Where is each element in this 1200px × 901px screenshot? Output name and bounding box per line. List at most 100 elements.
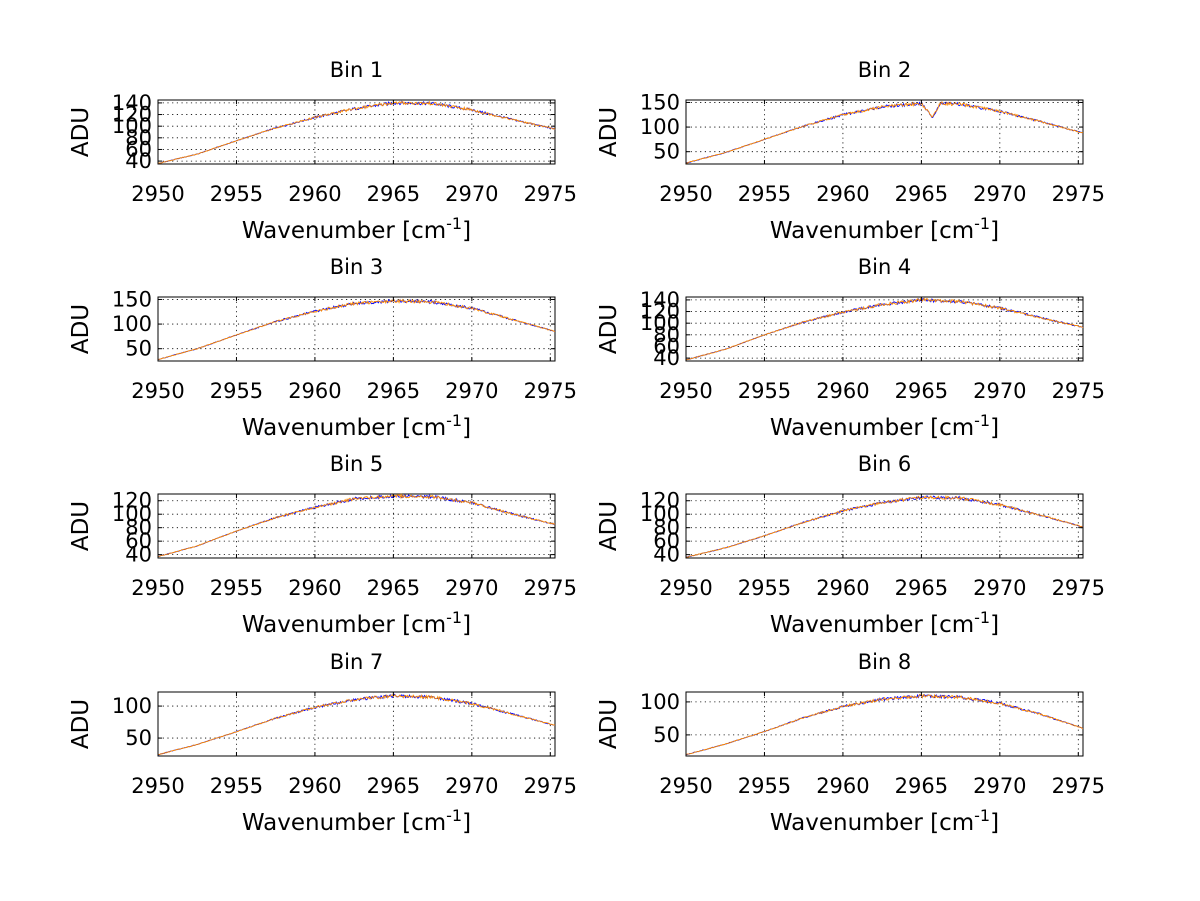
panel-7-xtick-label: 2955 (210, 774, 263, 798)
panel-3-xtick-label: 2955 (210, 379, 263, 403)
panel-3-xtick-label: 2965 (367, 379, 420, 403)
panel-2-xtick-label: 2955 (738, 182, 791, 206)
panel-6-ytick-label: 40 (653, 543, 680, 567)
panel-5-ytick-label: 40 (125, 543, 152, 567)
panel-7-xtick-label: 2975 (524, 774, 577, 798)
panel-5-xlabel-tail: ] (462, 612, 471, 638)
panel-7-xlabel-tail: ] (462, 810, 471, 836)
panel-6-xtick-label: 2975 (1052, 576, 1105, 600)
panel-8-xtick-label: 2950 (659, 774, 712, 798)
panel-8-xtick-label: 2970 (973, 774, 1026, 798)
panel-1-ytick-label: 40 (125, 149, 152, 173)
panel-2-xtick-label: 2950 (659, 182, 712, 206)
panel-6-xtick-label: 2970 (973, 576, 1026, 600)
panel-2-xtick-label: 2975 (1052, 182, 1105, 206)
panel-2-ytick-label: 150 (640, 90, 680, 114)
panel-1-title: Bin 1 (330, 58, 384, 82)
panel-4-ytick-label: 140 (640, 288, 680, 312)
panel-4-ylabel: ADU (596, 304, 622, 354)
panel-8-xtick-label: 2975 (1052, 774, 1105, 798)
panel-2-xtick-label: 2970 (973, 182, 1026, 206)
panel-7-xtick-label: 2950 (131, 774, 184, 798)
panel-6-title: Bin 6 (858, 452, 912, 476)
panel-3-xlabel-main: Wavenumber [cm (242, 415, 446, 441)
panel-1-xtick-label: 2965 (367, 182, 420, 206)
panel-4-xtick-label: 2950 (659, 379, 712, 403)
panel-1-xtick-label: 2970 (445, 182, 498, 206)
panel-3-ytick-label: 100 (112, 312, 152, 336)
panel-5-axes-box (157, 493, 556, 559)
panel-5-xtick-label: 2970 (445, 576, 498, 600)
panel-1-xlabel-main: Wavenumber [cm (242, 218, 446, 244)
panel-8-title: Bin 8 (858, 650, 912, 674)
panel-1-ytick-label: 120 (112, 103, 152, 127)
panel-5-ytick-label: 120 (112, 489, 152, 513)
panel-5-series-2 (157, 493, 556, 557)
panel-2-xtick-label: 2960 (816, 182, 869, 206)
panel-7-xtick-label: 2970 (445, 774, 498, 798)
panel-8-ytick-label: 100 (640, 690, 680, 714)
panel-3-ytick-label: 150 (112, 287, 152, 311)
panel-4-ytick-label: 40 (653, 346, 680, 370)
panel-5-title: Bin 5 (330, 452, 384, 476)
panel-3-xtick-label: 2960 (288, 379, 341, 403)
panel-1-ytick-label: 60 (125, 137, 152, 161)
panel-3-series-2 (157, 298, 556, 360)
panel-1-series-2 (157, 100, 556, 164)
panel-6-xlabel-sup: -1 (974, 608, 990, 627)
panel-7-ytick-label: 50 (125, 726, 152, 750)
panel-4-xtick-label: 2965 (895, 379, 948, 403)
panel-1-axes-box (157, 99, 556, 165)
panel-6-ytick-label: 120 (640, 489, 680, 513)
panel-1-ytick-label: 140 (112, 91, 152, 115)
panel-8-ylabel: ADU (596, 699, 622, 749)
panel-1-xtick-label: 2975 (524, 182, 577, 206)
panel-8-xlabel-tail: ] (990, 810, 999, 836)
panel-3-title: Bin 3 (330, 255, 384, 279)
panel-5-ytick-label: 100 (112, 502, 152, 526)
panel-2-xlabel-sup: -1 (974, 214, 990, 233)
panel-1-xtick-label: 2955 (210, 182, 263, 206)
panel-6-xtick-label: 2960 (816, 576, 869, 600)
panel-3-ylabel: ADU (68, 304, 94, 354)
panel-3-xlabel: Wavenumber [cm-1] (242, 411, 471, 441)
panel-5-ylabel: ADU (68, 501, 94, 551)
panel-5-xtick-label: 2965 (367, 576, 420, 600)
panel-3-xlabel-sup: -1 (446, 411, 462, 430)
panel-6-xlabel-main: Wavenumber [cm (770, 612, 974, 638)
panel-6-series-2 (685, 494, 1084, 558)
panel-2-series-2 (685, 101, 1084, 164)
panel-4-xtick-label: 2960 (816, 379, 869, 403)
panel-7-axes-box (157, 691, 556, 757)
panel-8-xtick-label: 2965 (895, 774, 948, 798)
panel-4-xlabel: Wavenumber [cm-1] (770, 411, 999, 441)
panel-7-xlabel-main: Wavenumber [cm (242, 810, 446, 836)
panel-4-xlabel-tail: ] (990, 415, 999, 441)
panel-8-xlabel-sup: -1 (974, 806, 990, 825)
panel-6-xtick-label: 2950 (659, 576, 712, 600)
panel-2-xlabel: Wavenumber [cm-1] (770, 214, 999, 244)
panel-6-xlabel: Wavenumber [cm-1] (770, 608, 999, 638)
panel-2-ylabel: ADU (596, 107, 622, 157)
panel-5-xtick-label: 2960 (288, 576, 341, 600)
panel-8: 2950 2955 2960 2965 2970 2975 50 100 Bin 8 ADU Wav… (596, 650, 1105, 836)
panel-8-xlabel: Wavenumber [cm-1] (770, 806, 999, 836)
panel-5-xlabel: Wavenumber [cm-1] (242, 608, 471, 638)
panel-7-ytick-label: 100 (112, 694, 152, 718)
panel-4-ytick-label: 120 (640, 300, 680, 324)
panel-3-xtick-label: 2970 (445, 379, 498, 403)
panel-2-xlabel-tail: ] (990, 218, 999, 244)
panel-5-ytick-label: 80 (125, 516, 152, 540)
panel-1-xlabel-tail: ] (462, 218, 471, 244)
panel-8-xtick-label: 2955 (738, 774, 791, 798)
panel-2-ytick-label: 50 (653, 140, 680, 164)
panel-1-xlabel-sup: -1 (446, 214, 462, 233)
panel-7-xlabel: Wavenumber [cm-1] (242, 806, 471, 836)
panel-4-axes-box (685, 296, 1084, 362)
